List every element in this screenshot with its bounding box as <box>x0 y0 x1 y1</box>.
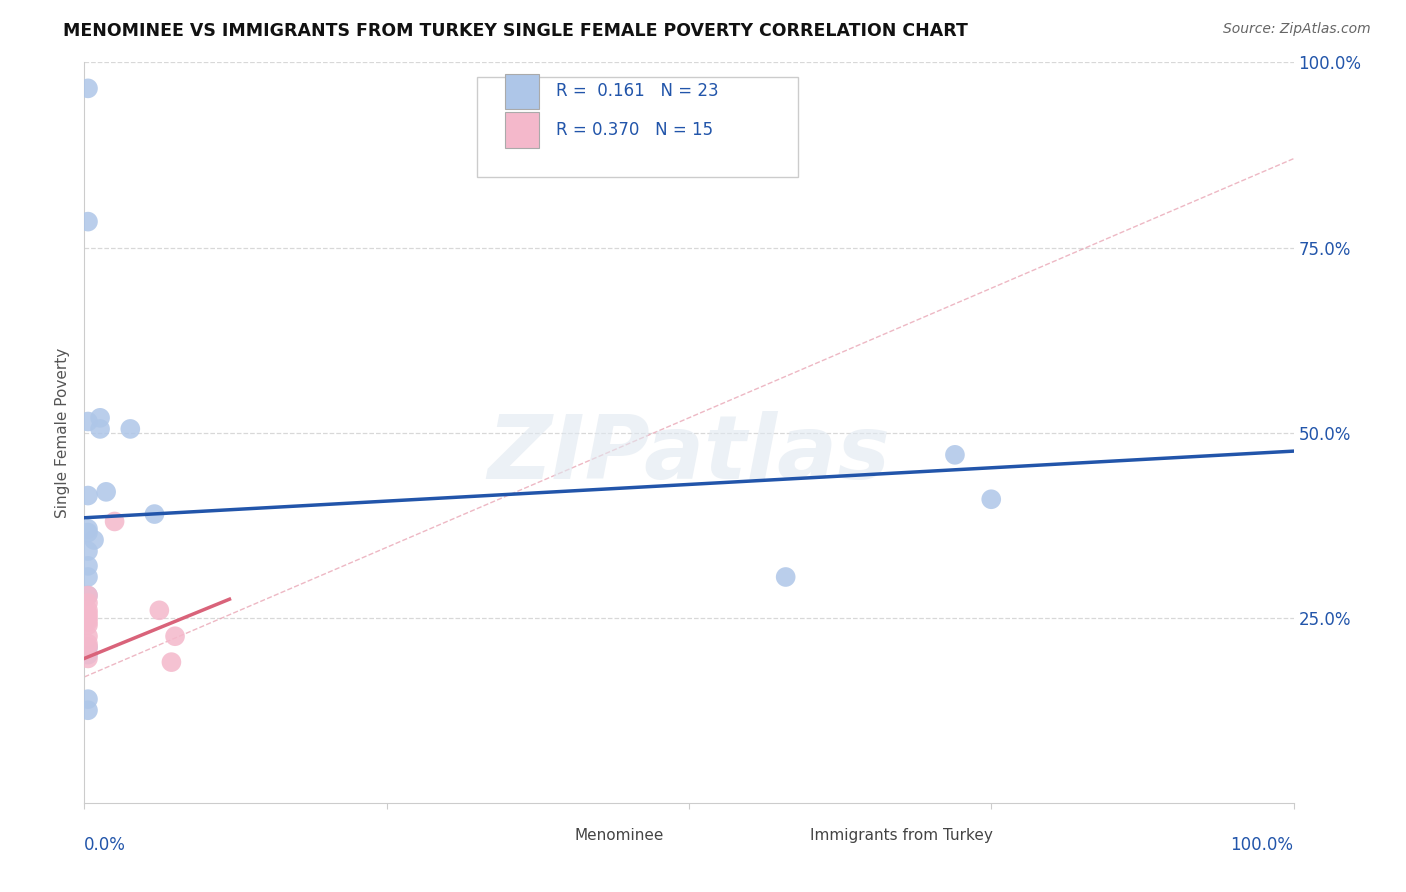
Point <box>980 492 1002 507</box>
Point <box>77 637 100 651</box>
Point <box>77 525 100 540</box>
Point <box>94 484 117 499</box>
Point <box>77 589 100 603</box>
Point <box>77 618 100 632</box>
FancyBboxPatch shape <box>768 820 794 851</box>
Y-axis label: Single Female Poverty: Single Female Poverty <box>55 348 70 517</box>
Point <box>77 692 100 706</box>
Point <box>943 448 966 462</box>
Text: R =  0.161   N = 23: R = 0.161 N = 23 <box>555 82 718 100</box>
Point <box>83 533 105 547</box>
Point <box>89 410 111 425</box>
Point <box>104 515 127 529</box>
Text: MENOMINEE VS IMMIGRANTS FROM TURKEY SINGLE FEMALE POVERTY CORRELATION CHART: MENOMINEE VS IMMIGRANTS FROM TURKEY SING… <box>63 22 969 40</box>
Point <box>148 603 170 617</box>
Point <box>77 415 100 429</box>
Point <box>77 615 100 629</box>
Point <box>143 507 166 521</box>
Point <box>77 629 100 643</box>
Point <box>77 640 100 655</box>
Point <box>89 422 111 436</box>
FancyBboxPatch shape <box>478 78 797 178</box>
FancyBboxPatch shape <box>531 820 558 851</box>
Point <box>77 589 100 603</box>
Point <box>77 603 100 617</box>
Point <box>77 640 100 655</box>
Text: Menominee: Menominee <box>574 828 664 843</box>
FancyBboxPatch shape <box>505 112 538 147</box>
Point <box>77 544 100 558</box>
Text: Immigrants from Turkey: Immigrants from Turkey <box>810 828 993 843</box>
Point <box>77 214 100 228</box>
Point <box>77 489 100 503</box>
Point <box>77 596 100 610</box>
Point <box>165 629 187 643</box>
Point <box>160 655 183 669</box>
Text: 0.0%: 0.0% <box>84 836 127 855</box>
Point <box>77 607 100 621</box>
Text: R = 0.370   N = 15: R = 0.370 N = 15 <box>555 120 713 139</box>
FancyBboxPatch shape <box>505 73 538 109</box>
Text: Source: ZipAtlas.com: Source: ZipAtlas.com <box>1223 22 1371 37</box>
Point <box>775 570 797 584</box>
Point <box>77 558 100 573</box>
Text: ZIPatlas: ZIPatlas <box>488 411 890 499</box>
Point <box>120 422 142 436</box>
Point <box>77 651 100 665</box>
Point <box>77 648 100 662</box>
Point <box>77 610 100 624</box>
Text: 100.0%: 100.0% <box>1230 836 1294 855</box>
Point <box>77 81 100 95</box>
Point <box>77 522 100 536</box>
Point <box>77 703 100 717</box>
Point <box>77 570 100 584</box>
